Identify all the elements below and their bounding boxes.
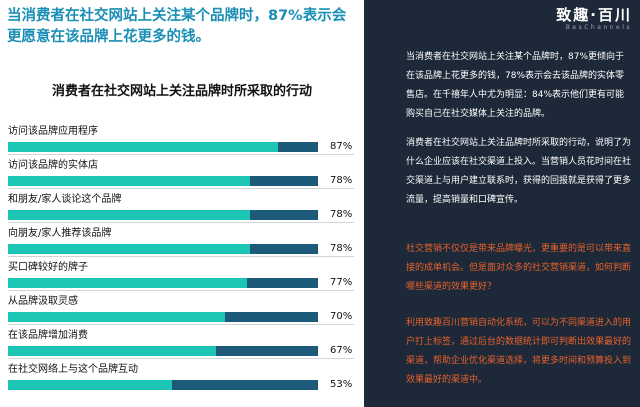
chart-title: 消费者在社交网站上关注品牌时所采取的行动: [51, 84, 312, 99]
bar-label: 从品牌汲取灵感: [8, 296, 78, 307]
bar-label: 和朋友/家人谈论这个品牌: [8, 194, 122, 205]
chart-panel: 当消费者在社交网站上关注某个品牌时，87%表示会更愿意在该品牌上花更多的钱。 消…: [0, 8, 364, 390]
bar: [8, 278, 247, 288]
bar-row: 买口碑较好的牌子 77%: [0, 258, 364, 288]
bar: [8, 312, 225, 322]
paragraph-2: 消费者在社交网站上关注品牌时所采取的行动，说明了为什么企业应该在社交渠道上投入。…: [406, 138, 632, 205]
bar-value-label: 53%: [330, 379, 353, 390]
bar-row: 和朋友/家人谈论这个品牌 78%: [0, 190, 364, 220]
bar-row: 访问该品牌的实体店 78%: [0, 156, 364, 186]
row-divider: [8, 222, 354, 223]
bar-value-label: 78%: [330, 209, 353, 220]
headline: 当消费者在社交网站上关注某个品牌时，87%表示会更愿意在该品牌上花更多的钱。: [7, 8, 347, 45]
bar-track: [8, 244, 318, 254]
bar-value-label: 67%: [330, 345, 353, 356]
row-divider: [8, 256, 354, 257]
bar-track: [8, 142, 318, 152]
bar: [8, 176, 250, 186]
row-divider: [8, 324, 354, 325]
bar-label: 在社交网络上与这个品牌互动: [8, 364, 138, 375]
bar-label: 买口碑较好的牌子: [8, 262, 88, 273]
bar-row: 向朋友/家人推荐该品牌 78%: [0, 224, 364, 254]
bar-track: [8, 176, 318, 186]
bar-value-label: 70%: [330, 311, 353, 322]
bar-value-label: 87%: [330, 141, 353, 152]
bar-track: [8, 380, 318, 390]
bar-label: 向朋友/家人推荐该品牌: [8, 228, 112, 239]
bar-track: [8, 278, 318, 288]
logo-sub: BesChannels: [565, 24, 632, 31]
logo-main: 致趣·百川: [556, 6, 632, 24]
row-divider: [8, 290, 354, 291]
bar-track: [8, 312, 318, 322]
bar-row: 在社交网络上与这个品牌互动 53%: [0, 360, 364, 390]
bar: [8, 210, 250, 220]
logo: 致趣·百川 BesChannels: [556, 4, 632, 31]
bar: [8, 346, 216, 356]
bar: [8, 244, 250, 254]
bar-track: [8, 210, 318, 220]
bar-row: 从品牌汲取灵感 70%: [0, 292, 364, 322]
row-divider: [8, 188, 354, 189]
bar-value-label: 78%: [330, 243, 353, 254]
paragraph-4: 利用致趣百川营销自动化系统，可以为不同渠道进入的用户打上标签，通过后台的数据统计…: [406, 318, 632, 385]
bar-value-label: 77%: [330, 277, 353, 288]
paragraph-3: 社交营销不仅仅是带来品牌曝光，更重要的是可以带来直接的成单机会。但是面对众多的社…: [406, 244, 632, 292]
row-divider: [8, 358, 354, 359]
bar: [8, 142, 278, 152]
row-divider: [8, 154, 354, 155]
bar-track: [8, 346, 318, 356]
bar-row: 在该品牌增加消费 67%: [0, 326, 364, 356]
bar-label: 访问该品牌应用程序: [8, 126, 98, 137]
bar: [8, 380, 173, 390]
bar-label: 在该品牌增加消费: [8, 330, 88, 341]
paragraph-1: 当消费者在社交网站上关注某个品牌时，87%更倾向于在该品牌上花更多的钱，78%表…: [406, 52, 625, 119]
text-panel: 致趣·百川 BesChannels 当消费者在社交网站上关注某个品牌时，87%更…: [364, 0, 640, 407]
bar-row: 访问该品牌应用程序 87%: [0, 122, 364, 152]
bar-label: 访问该品牌的实体店: [8, 160, 98, 171]
bar-value-label: 78%: [330, 175, 353, 186]
